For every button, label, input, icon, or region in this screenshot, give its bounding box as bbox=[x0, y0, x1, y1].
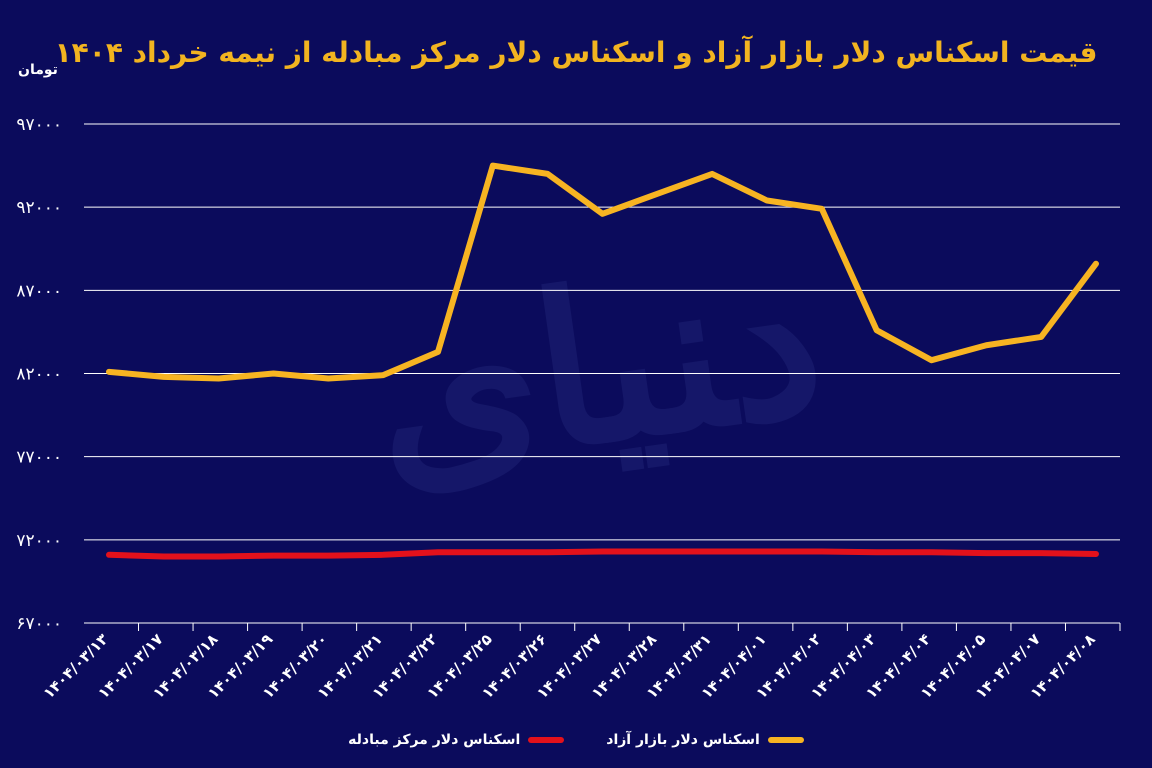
data-point bbox=[382, 374, 384, 376]
data-point bbox=[876, 329, 878, 331]
y-tick-label: ۹۲۰۰۰ bbox=[16, 198, 62, 218]
data-point bbox=[273, 555, 274, 557]
legend-swatch-free-market bbox=[767, 737, 804, 743]
data-point bbox=[437, 351, 439, 353]
data-point bbox=[547, 551, 549, 553]
series-line-exchange-center bbox=[106, 548, 1099, 560]
data-point bbox=[327, 377, 329, 379]
data-point bbox=[602, 213, 603, 215]
data-point bbox=[931, 551, 932, 553]
chart-title: قیمت اسکناس دلار بازار آزاد و اسکناس دلا… bbox=[54, 36, 1098, 69]
data-point bbox=[1040, 336, 1042, 338]
legend-label-free-market: اسکناس دلار بازار آزاد bbox=[606, 732, 760, 748]
data-point bbox=[876, 551, 878, 553]
data-point bbox=[437, 551, 439, 553]
y-axis-unit-label: تومان bbox=[18, 62, 58, 78]
data-point bbox=[821, 208, 823, 210]
y-tick-label: ۷۷۰۰۰ bbox=[16, 448, 62, 468]
data-point bbox=[1040, 552, 1042, 554]
data-point bbox=[1095, 553, 1097, 555]
data-point bbox=[108, 554, 110, 556]
data-point bbox=[163, 376, 165, 378]
y-tick-label: ۶۷۰۰۰ bbox=[16, 614, 62, 634]
series-layer bbox=[106, 162, 1099, 560]
legend-swatch-exchange-center bbox=[528, 737, 565, 743]
legend-label-exchange-center: اسکناس دلار مرکز مبادله bbox=[348, 732, 521, 748]
y-tick-label: ۸۲۰۰۰ bbox=[16, 365, 62, 385]
y-tick-label: ۷۲۰۰۰ bbox=[16, 531, 62, 551]
x-tick-labels: ۱۴۰۴/۰۳/۱۳۱۴۰۴/۰۳/۱۷۱۴۰۴/۰۳/۱۸۱۴۰۴/۰۳/۱۹… bbox=[40, 622, 1121, 702]
data-point bbox=[985, 344, 987, 346]
data-point bbox=[108, 371, 110, 373]
data-point bbox=[547, 173, 549, 175]
data-point bbox=[766, 550, 768, 552]
data-point bbox=[327, 555, 329, 557]
data-point bbox=[931, 359, 932, 361]
y-tick-label: ۹۷۰۰۰ bbox=[16, 115, 62, 135]
data-point bbox=[985, 552, 987, 554]
series-line-free-market bbox=[106, 162, 1099, 382]
data-point bbox=[711, 550, 713, 552]
data-point bbox=[218, 377, 220, 379]
legend-item-exchange-center: اسکناس دلار مرکز مبادله bbox=[348, 732, 565, 748]
data-point bbox=[382, 554, 384, 556]
grid-layer bbox=[84, 123, 1120, 624]
legend: اسکناس دلار بازار آزاد اسکناس دلار مرکز … bbox=[0, 732, 1152, 748]
data-point bbox=[273, 373, 274, 374]
data-point bbox=[163, 555, 165, 557]
data-point bbox=[218, 555, 220, 557]
y-tick-label: ۸۷۰۰۰ bbox=[16, 281, 62, 301]
data-point bbox=[656, 550, 658, 552]
data-point bbox=[1095, 263, 1097, 265]
data-point bbox=[711, 173, 713, 175]
data-point bbox=[821, 550, 823, 552]
data-point bbox=[602, 550, 603, 552]
data-point bbox=[492, 551, 494, 553]
y-tick-labels: ۶۷۰۰۰ ۷۲۰۰۰ ۷۷۰۰۰ ۸۲۰۰۰ ۸۷۰۰۰ ۹۲۰۰۰ ۹۷۰۰۰ bbox=[16, 115, 62, 634]
legend-item-free-market: اسکناس دلار بازار آزاد bbox=[606, 732, 804, 748]
data-point bbox=[766, 200, 768, 202]
data-point bbox=[492, 165, 494, 167]
data-point bbox=[656, 193, 658, 195]
